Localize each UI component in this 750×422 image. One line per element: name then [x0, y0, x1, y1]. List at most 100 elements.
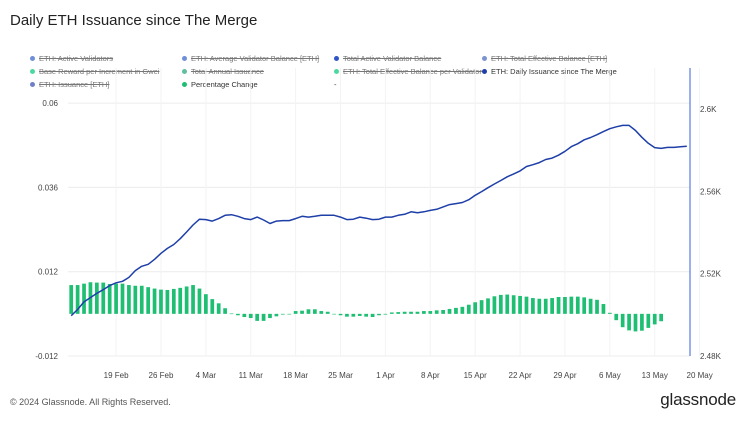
- percentage-bar: [543, 298, 548, 314]
- x-tick-label: 6 May: [599, 371, 621, 380]
- x-tick-label: 25 Mar: [328, 371, 353, 380]
- percentage-bar: [248, 313, 253, 319]
- percentage-bar: [319, 311, 324, 314]
- percentage-bar: [601, 304, 606, 314]
- legend-dot-icon: [182, 56, 187, 61]
- percentage-bar: [646, 313, 651, 328]
- percentage-bar: [640, 313, 644, 331]
- x-tick-label: 15 Apr: [464, 371, 487, 380]
- legend-item[interactable]: ETH: Total Effective Balance per Validat…: [334, 67, 482, 76]
- percentage-bar: [313, 309, 317, 314]
- percentage-bar: [338, 313, 343, 316]
- chart-title: Daily ETH Issuance since The Merge: [10, 12, 258, 29]
- percentage-bar: [204, 294, 208, 314]
- legend-dot-icon: [334, 56, 339, 61]
- percentage-bar: [595, 299, 599, 314]
- percentage-bar: [210, 299, 215, 314]
- percentage-bar: [607, 312, 612, 314]
- percentage-bar: [524, 296, 529, 314]
- percentage-bar: [75, 285, 80, 314]
- percentage-bar: [479, 300, 484, 314]
- percentage-bar: [120, 283, 125, 314]
- percentage-bar: [492, 296, 497, 314]
- legend-item[interactable]: Total Annual Issuance: [182, 67, 264, 76]
- percentage-bar: [434, 310, 439, 314]
- percentage-bar: [364, 313, 369, 317]
- x-tick-label: 13 May: [642, 371, 668, 380]
- percentage-bar: [82, 283, 86, 314]
- legend-dot-icon: [482, 69, 487, 74]
- right-tick-label: 2.6K: [700, 105, 717, 114]
- legend-label: ETH: Total Effective Balance [ETH]: [491, 54, 608, 63]
- right-tick-label: 2.52K: [700, 270, 722, 279]
- x-tick-label: 20 May: [687, 371, 713, 380]
- legend-dot-icon: [30, 56, 35, 61]
- legend-item[interactable]: ETH: Average Validator Balance [ETH]: [182, 54, 319, 63]
- percentage-bar: [473, 302, 478, 314]
- legend-item[interactable]: Percentage Change: [182, 80, 258, 89]
- percentage-bar: [614, 313, 619, 321]
- x-tick-label: 1 Apr: [376, 371, 395, 380]
- percentage-bar: [563, 296, 567, 314]
- legend-item[interactable]: ETH: Active Validators: [30, 54, 113, 63]
- legend-item[interactable]: -: [334, 80, 337, 89]
- percentage-bar: [332, 313, 336, 315]
- x-tick-label: 18 Mar: [283, 371, 308, 380]
- legend-item[interactable]: ETH: Daily Issuance since The Merge: [482, 67, 617, 76]
- percentage-bar: [357, 313, 362, 316]
- legend-item[interactable]: ETH: Issuance [ETH]: [30, 80, 109, 89]
- percentage-bar: [550, 298, 554, 314]
- percentage-bar: [287, 313, 292, 315]
- percentage-bar: [588, 298, 593, 314]
- legend-dot-icon: [334, 69, 339, 74]
- legend-item[interactable]: Base Reward per Increment in Gwei: [30, 67, 159, 76]
- copyright-footer: © 2024 Glassnode. All Rights Reserved.: [10, 397, 171, 407]
- x-tick-label: 26 Feb: [149, 371, 174, 380]
- x-tick-label: 29 Apr: [553, 371, 576, 380]
- legend-label: Percentage Change: [191, 80, 258, 89]
- percentage-bar: [223, 308, 227, 314]
- percentage-bar: [236, 313, 240, 316]
- percentage-bar: [370, 313, 375, 318]
- legend-dot-icon: [182, 69, 187, 74]
- percentage-bar: [511, 295, 516, 314]
- percentage-bar: [582, 297, 587, 314]
- percentage-bar: [139, 285, 144, 314]
- percentage-bar: [255, 313, 260, 321]
- legend-dot-icon: [182, 82, 187, 87]
- legend-item[interactable]: Total Active Validator Balance: [334, 54, 441, 63]
- percentage-bar: [486, 298, 490, 314]
- percentage-bar: [537, 298, 542, 314]
- percentage-bar: [428, 311, 433, 314]
- percentage-bar: [652, 313, 657, 325]
- percentage-bar: [325, 311, 330, 314]
- legend-label: ETH: Total Effective Balance per Validat…: [343, 67, 482, 76]
- percentage-bar: [505, 294, 510, 314]
- percentage-bar: [300, 310, 304, 314]
- legend-label: ETH: Active Validators: [39, 54, 114, 63]
- legend-label: Total Annual Issuance: [191, 67, 264, 76]
- percentage-bar: [659, 313, 664, 322]
- percentage-bar: [159, 289, 163, 314]
- percentage-bar: [409, 311, 413, 314]
- x-tick-label: 8 Apr: [421, 371, 440, 380]
- percentage-bar: [69, 285, 74, 314]
- percentage-bar: [184, 286, 189, 314]
- percentage-bar: [556, 296, 561, 314]
- percentage-bar: [107, 284, 112, 314]
- x-tick-label: 22 Apr: [509, 371, 532, 380]
- legend-item[interactable]: ETH: Total Effective Balance [ETH]: [482, 54, 607, 63]
- percentage-bar: [402, 311, 407, 314]
- percentage-bar: [389, 312, 394, 314]
- left-tick-label: 0.036: [38, 183, 59, 192]
- percentage-bar: [152, 288, 157, 314]
- percentage-bar: [165, 289, 170, 314]
- left-tick-label: 0.06: [42, 99, 58, 108]
- percentage-bar: [133, 285, 138, 314]
- right-tick-label: 2.56K: [700, 187, 722, 196]
- x-tick-label: 11 Mar: [239, 371, 264, 380]
- percentage-bar: [396, 312, 401, 314]
- percentage-bar: [415, 311, 420, 314]
- percentage-bar: [197, 288, 202, 314]
- percentage-bar: [191, 285, 195, 314]
